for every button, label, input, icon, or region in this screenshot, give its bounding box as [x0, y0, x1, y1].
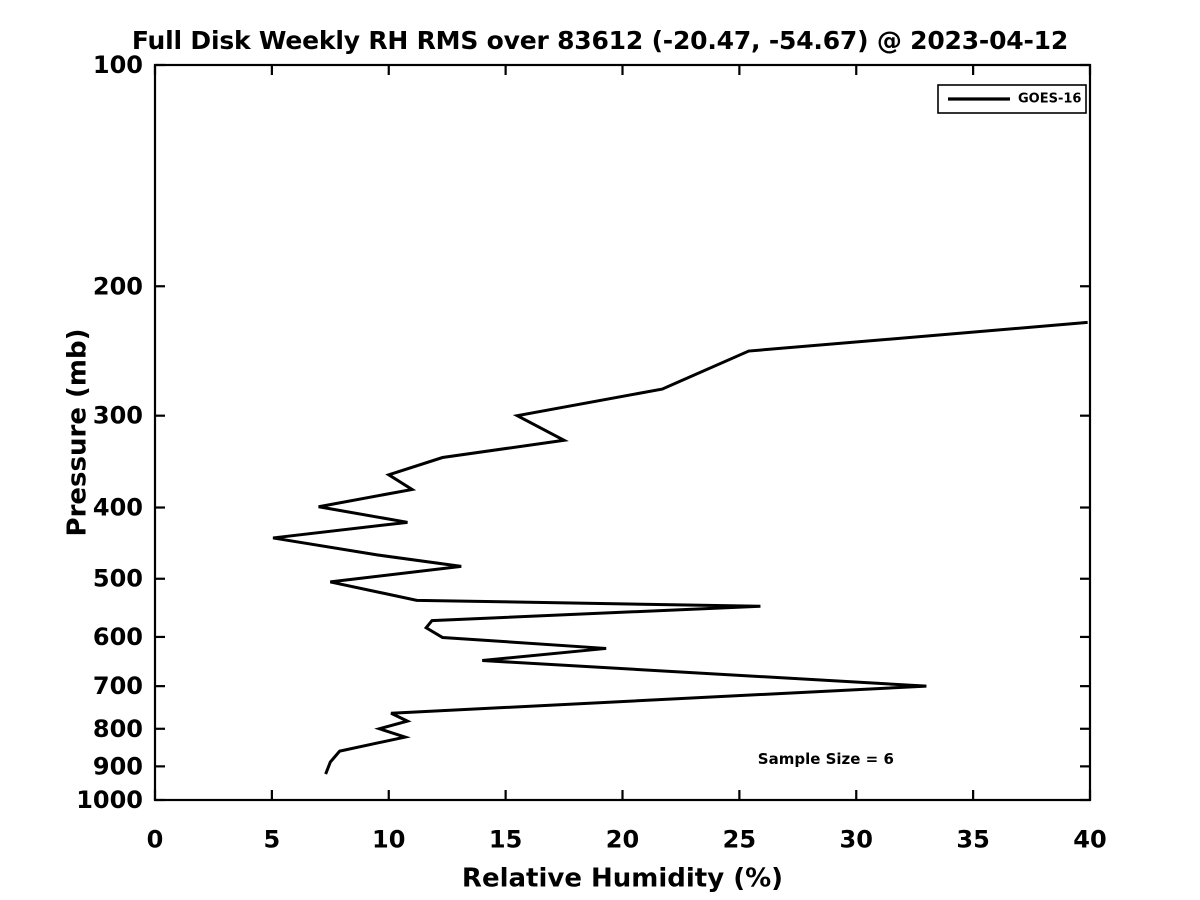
y-tick-label: 100 [93, 51, 143, 79]
chart-legend[interactable]: GOES-16 [937, 84, 1087, 114]
data-line-goes-16 [272, 320, 1088, 775]
chart-title: Full Disk Weekly RH RMS over 83612 (-20.… [131, 26, 1069, 55]
y-tick-label: 300 [93, 402, 143, 430]
y-axis-ticks: 100 200 300 400 500 600 700 800 900 1000 [76, 51, 1090, 814]
y-tick-label: 200 [93, 272, 143, 300]
y-tick-label: 500 [93, 565, 143, 593]
y-axis-title: Pressure (mb) [63, 329, 93, 537]
plot-frame [153, 63, 1092, 802]
x-tick-label: 10 [372, 826, 405, 854]
x-tick-label: 0 [147, 826, 164, 854]
y-tick-label: 1000 [76, 786, 143, 814]
y-tick-label: 700 [93, 672, 143, 700]
x-tick-label: 5 [264, 826, 281, 854]
x-tick-label: 30 [840, 826, 873, 854]
x-tick-label: 25 [723, 826, 756, 854]
x-tick-label: 35 [956, 826, 989, 854]
sample-size-annotation: Sample Size = 6 [758, 750, 894, 768]
x-axis-title: Relative Humidity (%) [462, 863, 783, 893]
legend-label: GOES-16 [1018, 92, 1081, 107]
x-tick-label: 40 [1073, 826, 1106, 854]
y-tick-label: 600 [93, 623, 143, 651]
legend-box [937, 84, 1087, 114]
y-tick-label: 400 [93, 494, 143, 522]
x-tick-label: 20 [606, 826, 639, 854]
y-tick-label: 800 [93, 715, 143, 743]
y-tick-label: 900 [93, 752, 143, 780]
x-tick-label: 15 [489, 826, 522, 854]
x-axis-ticks: 0 5 10 15 20 25 30 35 40 [147, 65, 1107, 854]
